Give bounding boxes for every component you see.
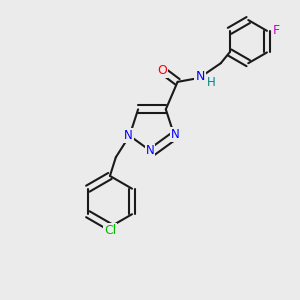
Text: N: N (124, 129, 133, 142)
Text: O: O (157, 64, 167, 76)
Text: N: N (196, 70, 205, 83)
Text: Cl: Cl (104, 224, 116, 237)
Text: N: N (146, 145, 154, 158)
Text: F: F (273, 24, 280, 37)
Text: H: H (207, 76, 215, 89)
Text: N: N (171, 128, 180, 141)
